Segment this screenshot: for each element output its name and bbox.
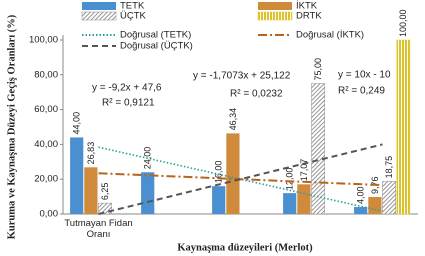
bar: [354, 207, 368, 214]
legend-label: DRTK: [296, 11, 322, 22]
data-label: 6,25: [100, 183, 110, 201]
legend-swatch: [258, 2, 292, 10]
legend-swatch: [257, 11, 293, 21]
annotation: R² = 0,249: [338, 86, 385, 97]
x-tick-label: Tutmayan Fidan Oranı: [64, 218, 132, 240]
data-label: 75,00: [313, 58, 323, 81]
x-axis-label: Kaynaşma düzeyileri (Merlot): [177, 242, 313, 253]
data-label: 26,83: [86, 142, 96, 165]
trend-line: [98, 143, 383, 215]
bar: [311, 83, 325, 215]
data-label: 12,00: [285, 168, 295, 191]
bar: [297, 184, 311, 214]
y-tick-label: 100,00: [29, 35, 58, 46]
legend-label: İKTK: [296, 1, 318, 12]
trend-line: [98, 172, 383, 187]
bar: [98, 202, 112, 215]
bar: [84, 167, 98, 214]
trend-line: [98, 146, 383, 212]
data-label: 100,00: [398, 9, 408, 37]
bar: [141, 172, 155, 214]
legend-label: Doğrusal (ÜÇTK): [120, 41, 193, 52]
annotation: R² = 0,0232: [230, 89, 283, 100]
bar: [396, 39, 411, 215]
data-label: 44,00: [72, 112, 82, 135]
bar: [283, 193, 297, 214]
bar: [368, 197, 382, 214]
annotation: y = -1,7073x + 25,122: [193, 71, 291, 82]
bar: [226, 133, 240, 214]
legend-swatch: [82, 2, 116, 10]
annotation: R² = 0,9121: [102, 98, 155, 109]
bar: [212, 186, 226, 214]
y-tick-label: 40,00: [34, 139, 58, 150]
annotation: y = 10x - 10: [338, 70, 391, 81]
legend-label: TETK: [120, 1, 145, 12]
bar: [70, 137, 84, 214]
y-tick-label: 80,00: [34, 69, 58, 80]
y-tick-label: 0,00: [40, 209, 59, 220]
legend-label: Doğrusal (İKTK): [296, 30, 364, 41]
data-label: 4,00: [356, 187, 366, 205]
data-label: 18,75: [384, 156, 394, 179]
annotation: y = -9,2x + 47,6: [92, 83, 162, 94]
data-label: 16,00: [214, 161, 224, 184]
y-axis-label: Kuruma ve Kaynaşma Düzeyi Geçiş Oranları…: [6, 14, 17, 239]
y-tick-label: 60,00: [34, 104, 58, 115]
legend-label: Doğrusal (TETK): [120, 30, 191, 41]
legend-label: ÜÇTK: [120, 11, 147, 22]
data-label: 46,34: [228, 108, 238, 131]
legend-swatch: [81, 11, 117, 21]
data-label: 17,07: [299, 159, 309, 182]
y-tick-label: 20,00: [34, 174, 58, 185]
bar: [382, 181, 396, 215]
